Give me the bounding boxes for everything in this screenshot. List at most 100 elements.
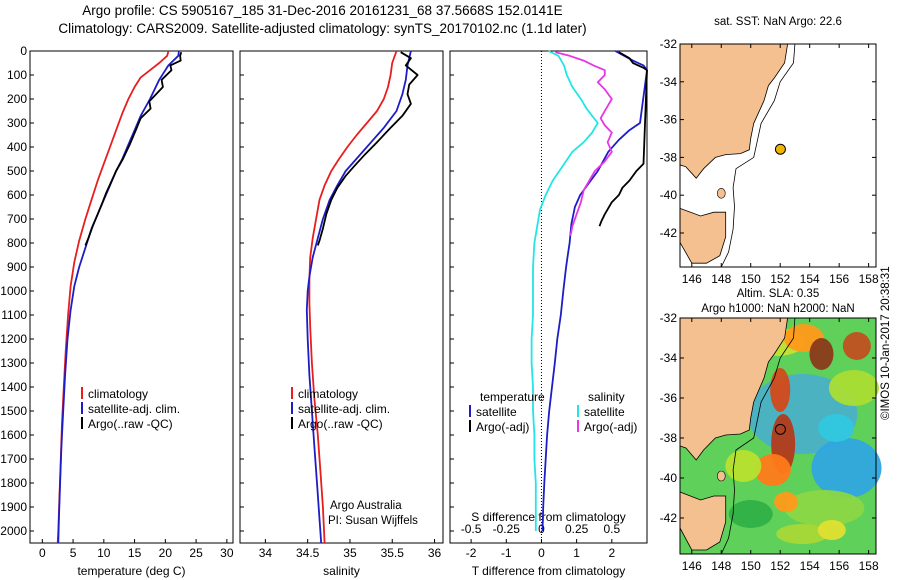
y-tick-label: 1100 (1, 308, 27, 322)
argo-position-marker (774, 143, 786, 155)
y-tick-label: 0 (20, 44, 27, 58)
x-tick-label: 1 (573, 546, 580, 560)
y-tick-label: 1000 (0, 284, 27, 298)
map-lon-label: 158 (859, 559, 879, 573)
sla-anomaly-blob (828, 370, 879, 406)
x-tick-label: 5 (70, 546, 77, 560)
panel-frame-3 (449, 50, 648, 544)
sst-map-mainland (679, 43, 789, 179)
sla-map-frame (679, 317, 877, 555)
y-tick-label: 300 (7, 116, 27, 130)
sla-anomaly-blob (818, 414, 855, 442)
sla-anomaly-blob (817, 520, 846, 540)
map-lat-label: -42 (660, 226, 678, 240)
y-tick-label: 400 (7, 140, 27, 154)
series-line-argo (316, 51, 419, 246)
x-tick-label: 30 (220, 546, 234, 560)
y-tick-label: 600 (7, 188, 27, 202)
title-line-1: Argo profile: CS 5905167_185 31-Dec-2016… (82, 3, 563, 18)
map-lat-label: -40 (660, 471, 678, 485)
y-tick-label: 200 (7, 92, 27, 106)
sla-anomaly-blob (728, 500, 773, 528)
map-lat-label: -38 (660, 431, 678, 445)
sla-anomaly-blob (809, 338, 834, 370)
sla-anomaly-blob (725, 450, 762, 482)
legend-label: climatology (88, 387, 148, 401)
sst-map-frame (679, 43, 877, 268)
secondary-x-tick-label: 0 (538, 522, 545, 536)
sla-map-flinders-island (716, 470, 726, 482)
y-tick-label: 500 (7, 164, 27, 178)
series-line-climatology (308, 50, 398, 544)
series-line-salinity_satellite (530, 50, 599, 531)
legend-label: Argo(..raw -QC) (88, 417, 173, 431)
y-tick-label: 1200 (0, 332, 27, 346)
legend-label: Argo(-adj) (584, 420, 637, 434)
map-lon-label: 150 (741, 559, 761, 573)
y-tick-label: 800 (7, 236, 27, 250)
x-tick-label: 10 (97, 546, 111, 560)
imos-watermark: ©IMOS 10-Jan-2017 20:38:31 (880, 266, 892, 420)
sla-anomaly-blob (754, 454, 791, 486)
secondary-x-tick-label: -0.25 (493, 522, 521, 536)
sla-map-title-line2: Argo h1000: NaN h2000: NaN (701, 303, 855, 315)
map-lon-label: 150 (741, 272, 761, 286)
series-line-argo (598, 51, 648, 227)
x-axis-label: salinity (323, 564, 360, 578)
x-tick-label: 0 (538, 546, 545, 560)
legend-label: satellite (476, 405, 517, 419)
legend-label: satellite-adj. clim. (298, 402, 390, 416)
panel-frame-2 (239, 50, 444, 544)
legend-label: Argo(..raw -QC) (298, 417, 383, 431)
credit-pi: PI: Susan Wijffels (328, 515, 418, 527)
series-line-satellite (305, 50, 412, 544)
map-lat-label: -38 (660, 150, 678, 164)
y-tick-label: 1400 (0, 380, 27, 394)
argo-position-marker (774, 423, 786, 435)
y-tick-label: 1700 (0, 452, 27, 466)
map-lon-label: 156 (829, 559, 849, 573)
map-lon-label: 152 (770, 272, 790, 286)
series-line-argo (84, 51, 183, 246)
x-tick-label: 36 (428, 546, 442, 560)
x-tick-label: 35 (343, 546, 357, 560)
x-axis-label: temperature (deg C) (77, 564, 185, 578)
series-line-satellite (541, 50, 648, 532)
legend-label: climatology (298, 387, 358, 401)
map-lat-label: -36 (660, 391, 678, 405)
legend-heading: temperature (480, 390, 545, 404)
legend-label: satellite-adj. clim. (88, 402, 180, 416)
x-tick-label: 15 (128, 546, 142, 560)
sla-anomaly-blob (784, 490, 865, 526)
sla-map-title-line1: Altim. SLA: 0.35 (736, 288, 820, 300)
x-tick-label: -1 (501, 546, 512, 560)
sla-map-mainland (679, 317, 789, 461)
secondary-x-tick-label: -0.5 (461, 522, 482, 536)
sla-map-tasmania (679, 491, 727, 551)
y-tick-label: 1500 (0, 404, 27, 418)
sla-anomaly-blob (776, 524, 829, 544)
credit-institution: Argo Australia (330, 500, 402, 512)
legend-label: satellite (584, 405, 625, 419)
sst-map-title: sat. SST: NaN Argo: 22.6 (714, 16, 842, 28)
title-line-2: Climatology: CARS2009. Satellite-adjuste… (58, 21, 587, 36)
map-lon-label: 148 (711, 272, 731, 286)
x-tick-label: 2 (608, 546, 615, 560)
map-lat-label: -42 (660, 511, 678, 525)
x-tick-label: 25 (189, 546, 203, 560)
map-lon-label: 158 (859, 272, 879, 286)
sla-anomaly-blob (811, 438, 882, 498)
y-tick-label: 1600 (0, 428, 27, 442)
legend-heading: salinity (588, 390, 625, 404)
y-tick-label: 1300 (0, 356, 27, 370)
map-lon-label: 146 (682, 272, 702, 286)
y-tick-label: 2000 (0, 524, 27, 538)
y-tick-label: 100 (7, 68, 27, 82)
sla-map-shelf-contour (720, 317, 796, 555)
panel-frame-1 (29, 50, 234, 544)
x-tick-label: 34.5 (296, 546, 320, 560)
map-lon-label: 152 (770, 559, 790, 573)
map-lat-label: -32 (660, 311, 678, 325)
map-lat-label: -34 (660, 351, 678, 365)
